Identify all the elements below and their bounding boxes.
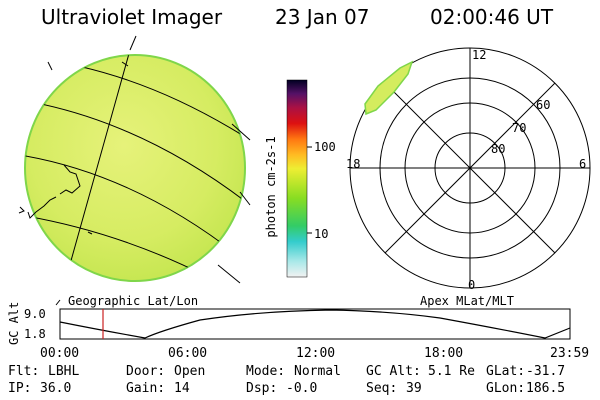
ip-value: 36.0 (40, 381, 72, 396)
coastlines (18, 61, 129, 235)
gcalt-value: 5.1 Re (428, 364, 475, 379)
polar-lat-70: 70 (512, 121, 527, 135)
colorbar-gradient (286, 79, 308, 278)
earth-disk (24, 54, 246, 282)
date-label: 23 Jan 07 (275, 5, 370, 29)
glon-value: 186.5 (526, 381, 566, 396)
door-value: Open (174, 364, 206, 379)
mode-label: Mode: (246, 364, 286, 379)
polar-hour-12: 12 (472, 48, 487, 62)
altitude-xtick-1800: 18:00 (424, 346, 464, 361)
glon-label: GLon: (486, 381, 526, 396)
glat-value: -31.7 (526, 364, 566, 379)
polar-hour-18: 18 (346, 157, 361, 171)
app-title: Ultraviolet Imager (41, 5, 223, 29)
colorbar-tick-100: 100 (314, 140, 336, 154)
seq-label: Seq: (366, 381, 398, 396)
auroral-image-patch (364, 60, 414, 116)
flt-label: Flt: (8, 364, 40, 379)
door-label: Door: (126, 364, 166, 379)
polar-plot (349, 47, 591, 289)
polar-diagonal-2 (384, 82, 556, 254)
colorbar (286, 79, 312, 278)
altitude-xtick-0600: 06:00 (168, 346, 208, 361)
polar-hour-0: 0 (468, 278, 476, 292)
dsp-value: -0.0 (286, 381, 318, 396)
time-label: 02:00:46 UT (430, 5, 554, 29)
gcalt-label: GC Alt: (366, 364, 421, 379)
grid-extension (55, 35, 251, 306)
polar-hour-6: 6 (579, 157, 587, 171)
gain-value: 14 (174, 381, 190, 396)
altitude-ytick-low: 1.8 (24, 327, 46, 341)
dsp-label: Dsp: (246, 381, 278, 396)
altitude-ytick-high: 9.0 (24, 307, 46, 321)
altitude-xtick-0000: 00:00 (40, 346, 80, 361)
gain-label: Gain: (126, 381, 166, 396)
ip-label: IP: (8, 381, 32, 396)
altitude-ylabel: GC Alt (7, 301, 21, 345)
altitude-plot (59, 308, 571, 340)
polar-panel-caption: Apex MLat/MLT (420, 294, 514, 308)
altitude-plot-frame (59, 308, 571, 340)
seq-value: 39 (406, 381, 422, 396)
earth-disk-image (18, 35, 251, 306)
altitude-curve (59, 309, 571, 339)
colorbar-tick-10: 10 (314, 227, 329, 241)
left-panel-caption: Geographic Lat/Lon (68, 294, 199, 308)
polar-lat-60: 60 (536, 98, 551, 112)
flt-value: LBHL (48, 364, 80, 379)
glat-label: GLat: (486, 364, 526, 379)
mode-value: Normal (294, 364, 341, 379)
altitude-xtick-2359: 23:59 (550, 346, 590, 361)
polar-lat-80: 80 (491, 142, 506, 156)
colorbar-unit-label: photon cm-2s-1 (264, 136, 278, 238)
altitude-xtick-1200: 12:00 (296, 346, 336, 361)
